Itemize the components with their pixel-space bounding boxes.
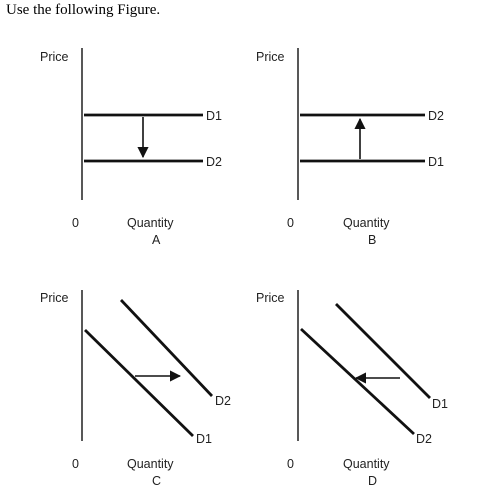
panel-d-origin-label: 0 [287,457,294,471]
panel-d-letter: D [368,474,377,488]
panel-d-inner-line-label: D2 [416,432,432,446]
panel-c-inner-line-label: D1 [196,432,212,446]
panel-d-demand-line-outer [335,303,431,399]
panel-a-x-axis-label: Quantity [127,216,174,230]
panel-b-lower-line-label: D1 [428,155,444,169]
figure-heading: Use the following Figure. [6,2,161,18]
panel-c-outer-line-label: D2 [215,394,231,408]
panel-d-demand-line-inner [300,327,415,436]
panel-a-letter: A [152,233,161,247]
panel-d-outer-line-label: D1 [432,397,448,411]
panel-c-x-axis-label: Quantity [127,457,174,471]
panel-a-y-axis-label: Price [40,50,69,64]
panel-b-origin-label: 0 [287,216,294,230]
panel-b-x-axis-label: Quantity [343,216,390,230]
panel-a: Price 0 Quantity A D1 D2 [40,48,222,247]
panel-c-demand-line-outer [119,299,214,397]
panel-b-letter: B [368,233,376,247]
panel-c-demand-line-inner [84,329,194,437]
panel-b: Price 0 Quantity B D2 D1 [256,48,444,247]
panel-a-lower-line-label: D2 [206,155,222,169]
panel-a-upper-line-label: D1 [206,109,222,123]
panel-c-y-axis-label: Price [40,291,69,305]
panel-c-letter: C [152,474,161,488]
panel-b-y-axis-label: Price [256,50,285,64]
panel-d-x-axis-label: Quantity [343,457,390,471]
panel-b-upper-line-label: D2 [428,109,444,123]
panel-d-y-axis-label: Price [256,291,285,305]
panel-a-origin-label: 0 [72,216,79,230]
panel-c-origin-label: 0 [72,457,79,471]
panel-d: Price 0 Quantity D D1 D2 [256,290,448,488]
panel-c: Price 0 Quantity C D2 D1 [40,290,231,488]
